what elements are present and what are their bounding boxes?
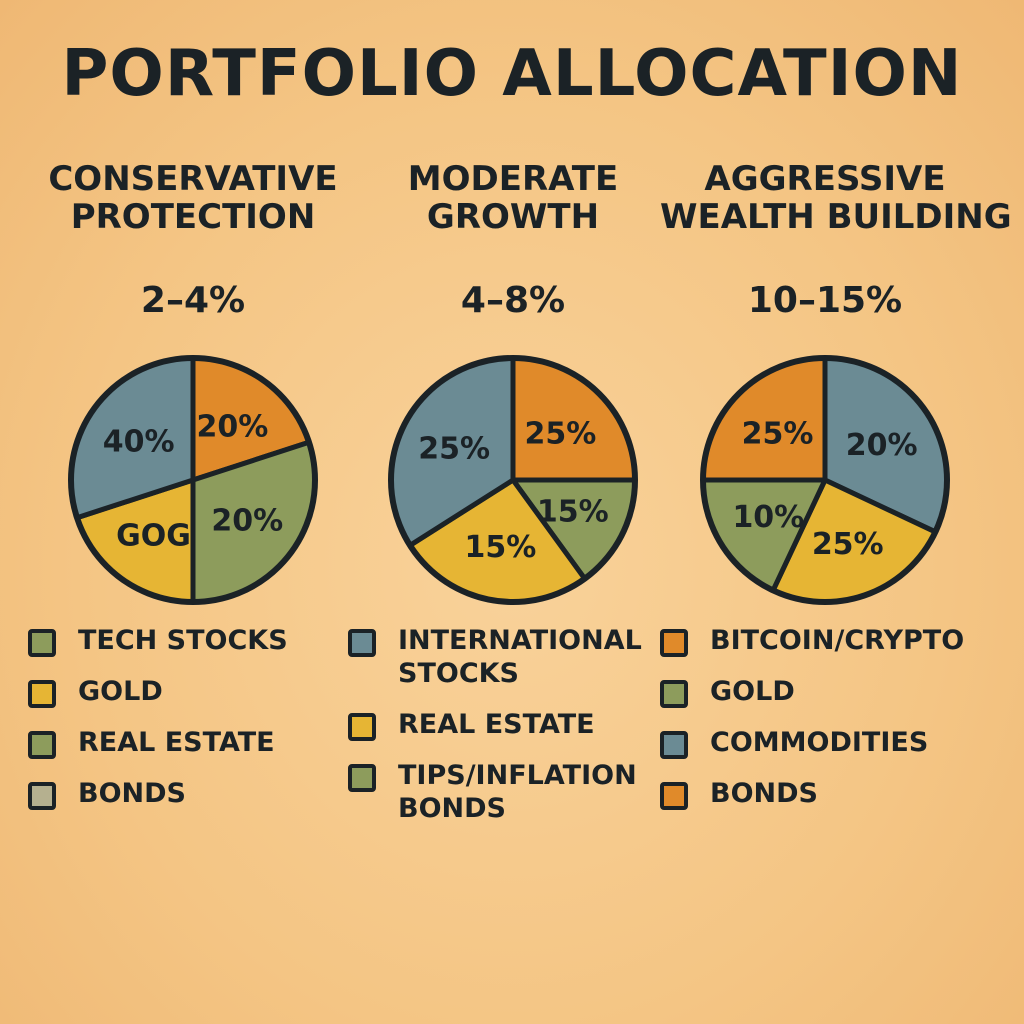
legend-label: GOLD	[78, 675, 163, 707]
slice-label: 15%	[537, 494, 609, 529]
slice-label: 40%	[103, 425, 175, 460]
legend-item: TECH STOCKS	[28, 625, 358, 658]
slice-label: GOG	[116, 518, 191, 553]
legend-label: GOLD	[710, 675, 795, 707]
return-range: 2–4%	[140, 280, 246, 321]
legend: BITCOIN/CRYPTO GOLD COMMODITIES BONDS	[660, 625, 990, 829]
pie-outline	[388, 355, 638, 605]
legend-swatch	[28, 781, 56, 810]
legend-label: INTERNATIONAL STOCKS	[398, 625, 642, 689]
slice-label: 15%	[465, 530, 537, 565]
pie-outline	[68, 355, 318, 605]
legend-swatch	[660, 679, 688, 708]
legend-item: BONDS	[660, 778, 990, 811]
legend-label: BITCOIN/CRYPTO	[710, 625, 965, 656]
return-range: 10–15%	[747, 280, 903, 321]
legend-item: BITCOIN/CRYPTO	[660, 625, 990, 658]
slice-label: 25%	[812, 527, 884, 562]
pie-outline	[700, 355, 950, 605]
legend-swatch	[28, 629, 56, 657]
legend-item: TIPS/INFLATION BONDS	[348, 760, 678, 826]
legend-item: COMMODITIES	[660, 727, 990, 760]
legend-item: REAL ESTATE	[28, 727, 358, 760]
legend-swatch	[348, 763, 376, 792]
legend-label: TECH STOCKS	[78, 625, 288, 656]
aggressive-panel: AGGRESSIVE WEALTH BUILDING 10–15% 20% 25%…	[660, 159, 1012, 920]
pie-chart: 25% 15%15% 25%	[388, 355, 638, 605]
panel-title-line: MODERATE	[407, 159, 619, 199]
legend-swatch	[348, 712, 376, 741]
legend-label: TIPS/INFLATION BONDS	[398, 759, 637, 824]
legend-swatch	[28, 679, 56, 708]
pie-chart: 20% 20% GOG 40%	[68, 355, 318, 605]
legend-label: BONDS	[78, 777, 186, 809]
legend-swatch	[660, 629, 688, 657]
legend-item: GOLD	[28, 676, 358, 709]
panel-title-line: CONSERVATIVE	[48, 159, 338, 199]
slice-label: 20%	[846, 428, 918, 463]
legend-label: COMMODITIES	[710, 726, 929, 758]
slice-label: 25%	[742, 417, 814, 452]
slice-label: 25%	[525, 417, 597, 452]
slice-label: 20%	[211, 503, 283, 538]
legend-label: BONDS	[710, 777, 818, 809]
return-range: 4–8%	[460, 280, 566, 321]
panel-title: AGGRESSIVE WEALTH BUILDING	[660, 159, 1012, 280]
legend-label: REAL ESTATE	[398, 708, 595, 740]
slice-label: 20%	[197, 410, 269, 445]
panel-title-line: GROWTH	[426, 197, 600, 238]
legend-item: BONDS	[28, 778, 358, 811]
legend-swatch	[660, 730, 688, 759]
panel-title: MODERATE GROWTH	[348, 160, 678, 280]
conservative-panel: CONSERVATIVE PROTECTION 2–4% 20% 20% GOG 40…	[28, 160, 358, 920]
slice-label: 25%	[418, 432, 490, 467]
panel-title-line: PROTECTION	[70, 197, 316, 238]
legend-item: REAL ESTATE	[348, 709, 678, 742]
legend-swatch	[28, 730, 56, 759]
page-title: PORTFOLIO ALLOCATION	[61, 37, 963, 111]
legend-label: REAL ESTATE	[78, 726, 275, 758]
legend: INTERNATIONAL STOCKS REAL ESTATE TIPS/INFL…	[348, 625, 678, 844]
slice-label: 10%	[732, 500, 804, 535]
legend-swatch	[660, 781, 688, 810]
legend-item: INTERNATIONAL STOCKS	[348, 625, 678, 691]
moderate-panel: MODERATE GROWTH 4–8% 25% 15% 15% 25% INTERN…	[348, 160, 678, 920]
pie-chart: 20%25%10%25%	[700, 355, 950, 605]
panel-title: CONSERVATIVE PROTECTION	[28, 160, 358, 280]
panel-title-line: AGGRESSIVE	[704, 159, 946, 199]
legend: TECH STOCKS GOLD REAL ESTATE BONDS	[28, 625, 358, 829]
legend-item: GOLD	[660, 676, 990, 709]
legend-swatch	[348, 629, 376, 657]
panel-title-line: WEALTH BUILDING	[660, 197, 1012, 238]
